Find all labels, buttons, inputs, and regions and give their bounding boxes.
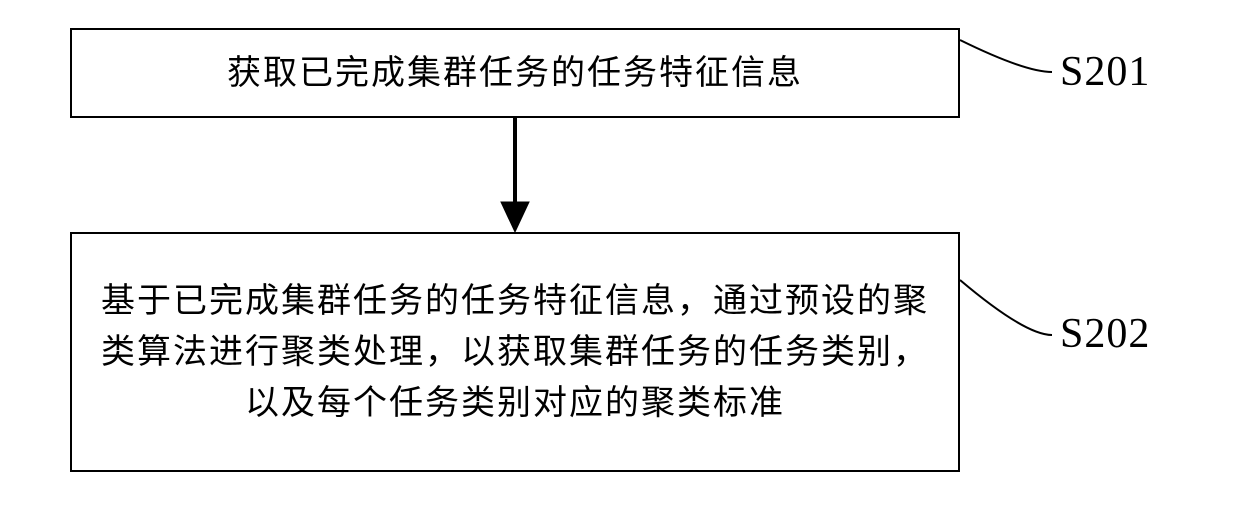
step-s201-label: S201 [1060, 48, 1150, 96]
step-s202-box: 基于已完成集群任务的任务特征信息，通过预设的聚类算法进行聚类处理，以获取集群任务… [70, 232, 960, 472]
step-s201-text: 获取已完成集群任务的任务特征信息 [227, 48, 803, 99]
step-s202-label: S202 [1060, 310, 1150, 358]
step-s201-box: 获取已完成集群任务的任务特征信息 [70, 28, 960, 118]
step-s202-text: 基于已完成集群任务的任务特征信息，通过预设的聚类算法进行聚类处理，以获取集群任务… [88, 276, 942, 429]
label-connector-s202 [960, 280, 1052, 335]
arrow-s201-to-s202 [501, 118, 529, 232]
flowchart-canvas: 获取已完成集群任务的任务特征信息 基于已完成集群任务的任务特征信息，通过预设的聚… [0, 0, 1240, 513]
label-connector-s201 [960, 40, 1052, 72]
